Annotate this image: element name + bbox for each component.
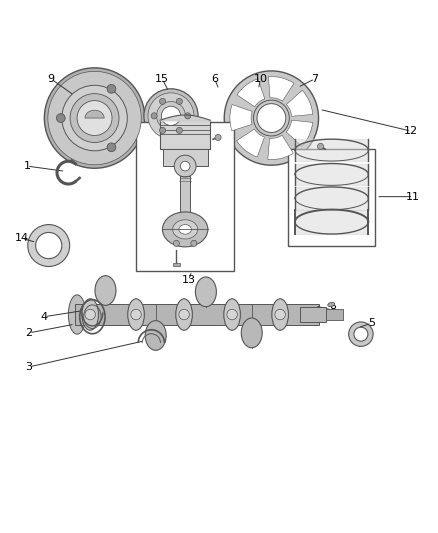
Text: 1: 1	[23, 161, 30, 171]
Ellipse shape	[145, 321, 166, 350]
Bar	[173, 263, 180, 265]
Circle shape	[318, 143, 324, 149]
Circle shape	[57, 114, 65, 123]
Circle shape	[275, 309, 286, 320]
Wedge shape	[237, 79, 265, 107]
Wedge shape	[286, 120, 313, 147]
Bar	[180, 176, 190, 223]
Text: 11: 11	[406, 192, 420, 201]
Ellipse shape	[176, 299, 192, 330]
Ellipse shape	[128, 299, 145, 330]
Circle shape	[151, 113, 157, 119]
Circle shape	[144, 89, 198, 143]
Circle shape	[179, 309, 189, 320]
Ellipse shape	[328, 302, 335, 306]
Circle shape	[354, 327, 368, 341]
Ellipse shape	[224, 299, 240, 330]
Wedge shape	[268, 77, 294, 101]
Circle shape	[174, 155, 196, 177]
Bar	[160, 120, 210, 149]
Circle shape	[254, 100, 290, 136]
Circle shape	[107, 143, 116, 152]
Text: 13: 13	[181, 276, 195, 286]
Ellipse shape	[95, 276, 116, 305]
Bar	[136, 123, 234, 271]
Circle shape	[107, 84, 116, 93]
Circle shape	[191, 240, 197, 246]
Circle shape	[180, 161, 190, 171]
Circle shape	[148, 93, 194, 139]
Ellipse shape	[162, 212, 208, 247]
Text: 4: 4	[41, 312, 48, 322]
Circle shape	[62, 85, 127, 151]
Bar	[326, 309, 343, 320]
Wedge shape	[230, 104, 252, 131]
Ellipse shape	[82, 299, 99, 330]
Ellipse shape	[241, 318, 262, 348]
Circle shape	[177, 98, 182, 104]
Circle shape	[349, 322, 373, 346]
Text: 6: 6	[211, 74, 218, 84]
Ellipse shape	[68, 295, 86, 334]
Bar	[162, 149, 208, 166]
Circle shape	[159, 98, 166, 104]
Text: 15: 15	[155, 74, 169, 84]
Ellipse shape	[173, 220, 198, 239]
Text: 12: 12	[404, 126, 418, 136]
Circle shape	[70, 94, 119, 142]
Text: 10: 10	[254, 74, 268, 84]
Text: 8: 8	[329, 305, 336, 315]
Circle shape	[77, 101, 112, 135]
Text: 14: 14	[14, 233, 29, 243]
Circle shape	[215, 134, 221, 141]
Ellipse shape	[195, 277, 216, 306]
Circle shape	[44, 68, 145, 168]
Circle shape	[224, 71, 318, 165]
Text: 3: 3	[25, 362, 32, 372]
Circle shape	[177, 127, 182, 133]
Text: 2: 2	[25, 328, 33, 338]
Bar	[300, 306, 326, 322]
Circle shape	[28, 224, 70, 266]
Circle shape	[227, 309, 237, 320]
Wedge shape	[286, 90, 313, 116]
Circle shape	[161, 106, 180, 125]
Circle shape	[85, 309, 95, 320]
Circle shape	[48, 71, 141, 165]
Circle shape	[185, 113, 191, 119]
Text: 7: 7	[311, 74, 318, 84]
Ellipse shape	[272, 299, 288, 330]
Bar	[288, 149, 375, 246]
Circle shape	[159, 127, 166, 133]
Polygon shape	[85, 110, 104, 118]
Ellipse shape	[179, 224, 191, 234]
Circle shape	[257, 103, 286, 133]
Circle shape	[131, 309, 141, 320]
Circle shape	[156, 101, 185, 130]
Circle shape	[173, 240, 180, 246]
Wedge shape	[268, 135, 293, 159]
Circle shape	[35, 232, 62, 259]
Wedge shape	[237, 129, 265, 157]
Bar	[75, 304, 319, 326]
Text: 9: 9	[47, 74, 54, 84]
Text: 5: 5	[368, 318, 375, 328]
